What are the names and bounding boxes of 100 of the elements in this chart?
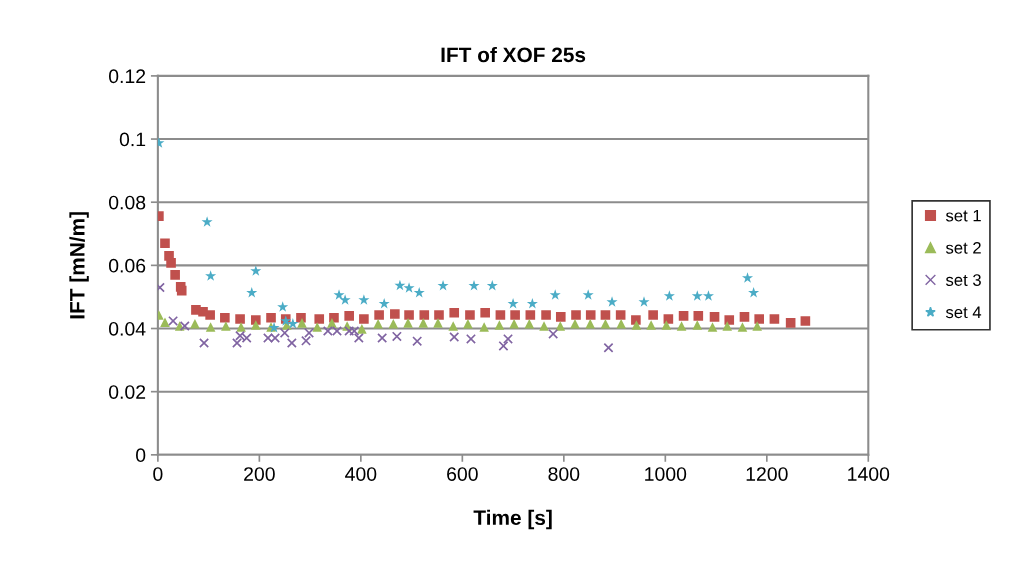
point [616,318,626,329]
point [170,270,180,280]
point [463,318,473,329]
point [722,321,733,331]
y-tick-label: 0.08 [108,195,146,210]
point [724,315,735,325]
point [600,310,611,320]
point [221,321,231,331]
y-tick-label: 0 [136,448,146,463]
point [166,258,176,268]
point [525,310,536,320]
point [377,332,388,343]
point [526,298,538,309]
point [357,324,367,334]
point [160,238,170,249]
point [509,318,519,329]
point [748,287,760,298]
point [480,307,490,318]
y-tick-label: 0.1 [119,132,146,147]
point [236,322,246,332]
point [661,320,672,330]
point [232,338,243,349]
point [785,318,796,328]
point [353,332,364,343]
x-axis-title: Time [s] [473,509,552,530]
point [555,312,566,322]
x-tick-label: 800 [548,467,580,481]
point [603,342,614,353]
point [404,310,414,320]
x-tick-label: 1200 [746,467,788,481]
point [312,322,323,332]
point [646,320,656,330]
y-tick-label: 0.04 [108,321,146,336]
y-axis-title: IFT [mN/m] [69,212,89,319]
legend-label: set 1 [945,209,981,222]
point [374,310,384,320]
point [555,321,566,331]
y-tick-label: 0.12 [108,69,146,84]
point [176,285,187,296]
point [297,318,307,328]
point [344,311,354,321]
point [413,287,425,298]
point [235,314,245,324]
point [638,296,650,307]
point [433,318,443,328]
legend-label: set 2 [945,241,981,254]
point [250,265,262,276]
point [507,298,519,309]
point [615,310,626,320]
point [434,310,444,320]
point [692,320,703,330]
point [391,331,402,342]
point [449,307,460,318]
point [268,322,280,333]
point [199,338,210,349]
point [205,322,216,332]
point [539,321,549,331]
point [709,312,720,322]
point [437,280,449,291]
point [419,310,430,320]
point [486,280,498,291]
point [388,318,399,329]
point [205,270,217,281]
point [524,318,535,329]
point [160,317,170,328]
point [754,314,765,324]
legend-label: set 4 [945,306,982,319]
point [287,317,299,329]
point [412,336,423,347]
point [631,320,642,330]
x-tick-label: 1400 [848,467,890,481]
point [201,216,213,227]
y-tick-label: 0.06 [108,258,146,273]
point [479,322,489,332]
point [742,272,754,283]
point [691,290,703,301]
point [403,318,413,328]
x-tick-label: 400 [345,467,377,481]
point [179,320,190,331]
point [358,294,370,305]
point [678,311,689,321]
point [468,280,480,291]
legend-label: set 3 [945,274,981,286]
point [676,321,687,331]
point [663,290,675,301]
point [707,322,718,332]
point [702,290,714,301]
point [205,310,215,320]
point [769,314,780,324]
point [333,289,345,300]
point [739,312,750,322]
point [693,311,704,321]
point [394,279,406,291]
y-tick-label: 0.02 [108,385,146,399]
point [301,335,312,346]
point [465,333,476,344]
point [449,332,460,343]
point [465,310,475,320]
point [549,289,561,300]
point [418,318,429,328]
